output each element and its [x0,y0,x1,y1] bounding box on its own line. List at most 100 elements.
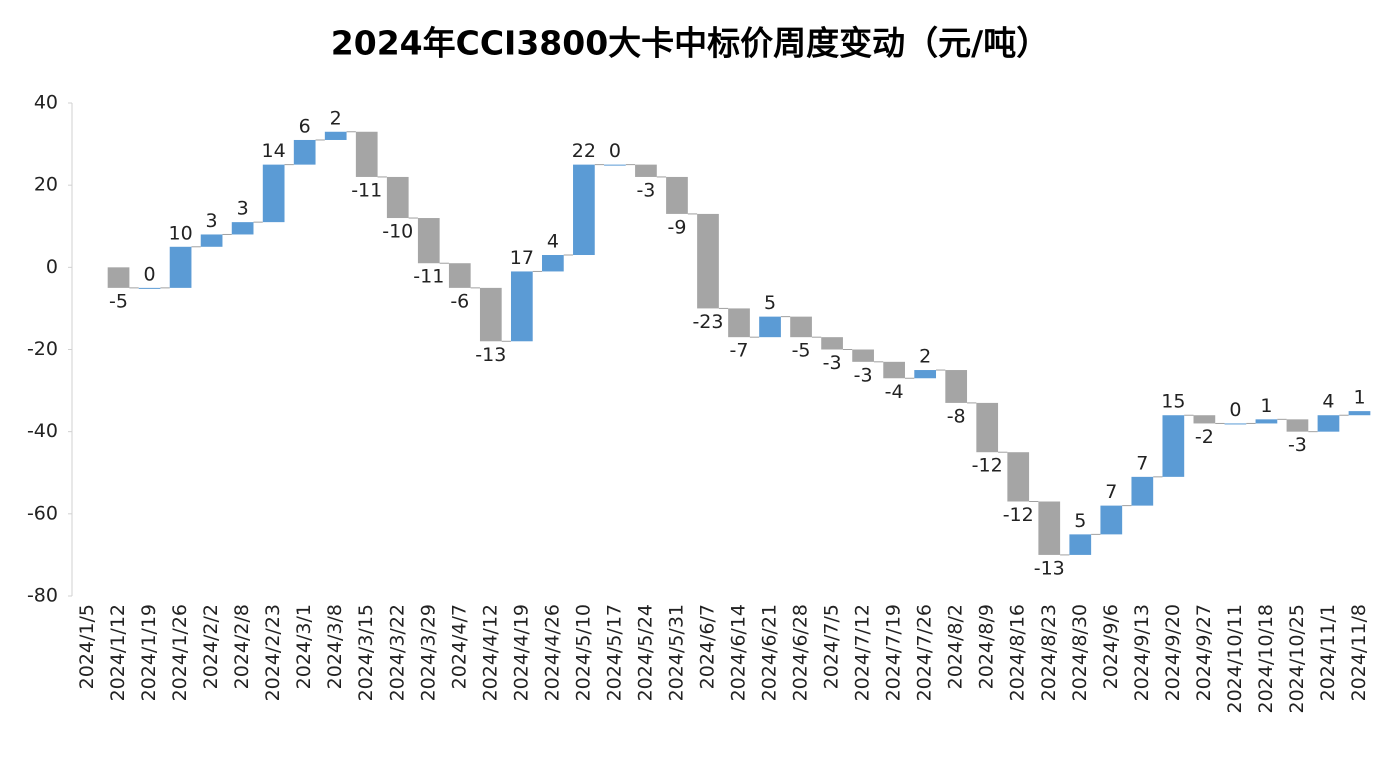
data-label: -10 [382,221,413,243]
data-label: -7 [730,340,749,362]
bar [604,164,626,166]
bar [1224,423,1247,425]
x-tick-label: 2024/7/5 [821,604,843,689]
y-tick-label: -80 [27,585,58,607]
x-tick-label: 2024/3/29 [417,604,439,701]
data-label: -9 [667,216,686,238]
x-tick-label: 2024/6/14 [728,604,750,701]
data-label: 1 [1260,395,1272,417]
x-tick-label: 2024/1/5 [76,604,98,689]
x-tick-label: 2024/5/31 [665,604,687,701]
x-tick-label: 2024/10/11 [1224,604,1246,714]
x-tick-label: 2024/1/26 [169,604,191,701]
y-tick-label: -20 [27,338,58,360]
data-label: -5 [109,290,128,312]
bar [355,131,378,177]
data-label: -2 [1195,426,1214,448]
x-tick-label: 2024/2/23 [262,604,284,701]
bar [1162,415,1185,477]
bar [231,222,254,235]
bar [666,176,688,214]
bar [324,131,347,140]
bar [1131,476,1154,506]
x-tick-label: 2024/8/9 [976,604,998,689]
bar [262,164,285,223]
bar [914,370,937,379]
data-label: -13 [475,344,506,366]
x-tick-label: 2024/2/2 [200,604,222,689]
data-label: -6 [450,290,469,312]
x-tick-label: 2024/5/24 [634,604,656,701]
x-tick-label: 2024/3/1 [293,604,315,689]
data-label: -11 [351,179,382,201]
y-tick-label: -60 [27,502,58,524]
x-tick-label: 2024/9/6 [1100,604,1122,689]
data-label: 10 [168,222,192,244]
x-tick-label: 2024/6/7 [696,604,718,689]
bar [417,218,440,264]
y-tick-label: 40 [34,92,58,114]
x-tick-label: 2024/9/27 [1193,604,1215,701]
y-tick-label: 0 [46,256,58,278]
x-tick-label: 2024/6/28 [790,604,812,701]
x-tick-label: 2024/8/23 [1038,604,1060,701]
bar [759,316,781,338]
bar [1286,419,1309,432]
bar [1007,452,1030,502]
data-label: -4 [885,381,904,403]
bar [200,234,223,247]
x-tick-label: 2024/7/12 [852,604,874,701]
data-label: 17 [510,247,534,269]
data-label: -3 [854,364,873,386]
bar [169,246,192,288]
bar [790,316,812,338]
data-label: 2 [330,107,342,129]
x-tick-label: 2024/9/13 [1131,604,1153,701]
x-tick-label: 2024/7/19 [883,604,905,701]
data-label: -8 [947,405,966,427]
x-tick-label: 2024/2/8 [231,604,253,689]
bar [945,370,968,403]
x-tick-label: 2024/4/12 [479,604,501,701]
bar [976,402,999,453]
data-label: 14 [262,140,286,162]
x-tick-label: 2024/11/1 [1317,604,1339,701]
data-label: 15 [1161,391,1185,413]
bar [573,164,595,256]
bar [386,176,409,219]
bar [479,287,502,342]
data-label: 7 [1136,452,1148,474]
x-tick-label: 2024/1/19 [138,604,160,701]
data-label: 7 [1105,481,1117,503]
x-tick-label: 2024/10/25 [1286,604,1308,714]
data-label: -12 [972,455,1003,477]
x-tick-label: 2024/3/15 [355,604,377,701]
bar [107,267,130,288]
x-tick-label: 2024/8/16 [1007,604,1029,701]
data-label: 0 [1229,399,1241,421]
x-tick-label: 2024/5/17 [603,604,625,701]
data-label: 1 [1353,387,1365,409]
chart-title: 2024年CCI3800大卡中标价周度变动（元/吨） [331,24,1049,63]
data-label: 4 [547,231,559,253]
bar [542,255,564,272]
x-tick-label: 2024/6/21 [759,604,781,701]
bar [1193,415,1216,424]
bar [635,164,657,177]
bar [293,139,316,165]
x-tick-label: 2024/8/2 [945,604,967,689]
x-tick-label: 2024/10/18 [1255,604,1277,714]
bar [448,263,471,288]
data-label: -3 [636,179,655,201]
data-label: -23 [692,311,723,333]
data-label: 22 [572,140,596,162]
bar [1100,505,1123,535]
x-tick-label: 2024/9/20 [1162,604,1184,701]
bar [138,287,161,289]
data-label: -3 [823,352,842,374]
bar [1069,534,1092,555]
bar [821,337,843,350]
data-label: -13 [1034,557,1065,579]
y-tick-label: -40 [27,420,58,442]
